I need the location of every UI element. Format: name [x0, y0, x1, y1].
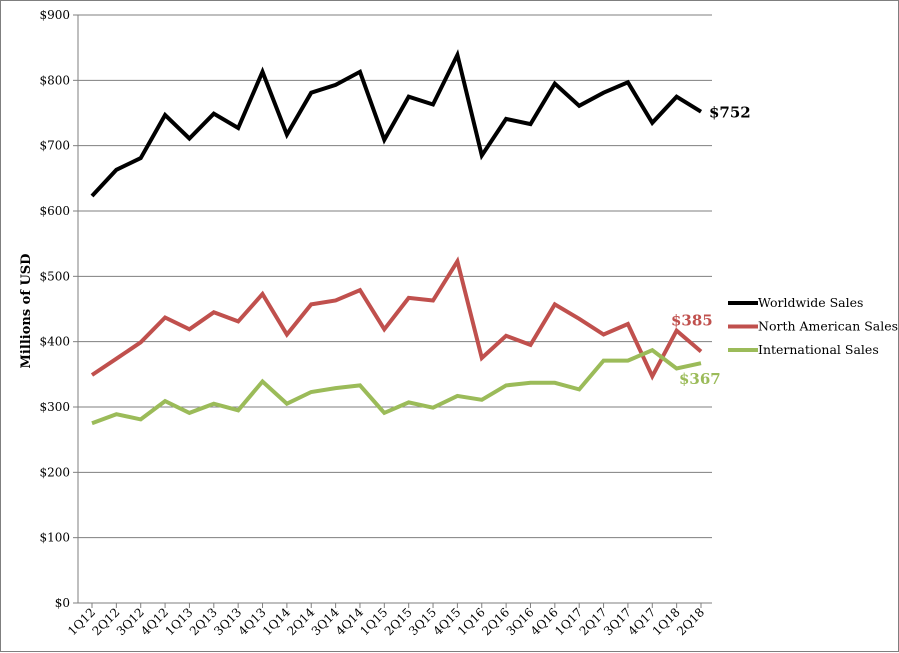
y-tick-label: $700 [39, 139, 70, 153]
x-axis: 1Q122Q123Q124Q121Q132Q133Q134Q131Q142Q14… [65, 603, 707, 638]
y-tick-label: $800 [39, 73, 70, 87]
series-line-2 [91, 347, 702, 426]
legend-entry: Worldwide Sales [758, 295, 863, 310]
end-value-label: $385 [671, 311, 713, 329]
y-tick-label: $500 [39, 269, 70, 283]
y-tick-label: $100 [39, 531, 70, 545]
end-value-label: $752 [709, 104, 751, 122]
legend-entry: North American Sales [758, 319, 898, 334]
y-tick-label: $900 [39, 8, 70, 22]
series-lines [90, 49, 703, 426]
y-axis: $0 $100 $200 $300 $400 $500 $600 $700 $800 $900 [39, 8, 79, 610]
y-tick-label: $600 [39, 204, 70, 218]
x-tick-label: 2Q18 [674, 605, 707, 638]
y-axis-label: Millions of USD [19, 254, 34, 369]
series-line-1 [90, 256, 703, 381]
legend: Worldwide Sales North American Sales Inter… [728, 295, 898, 357]
end-value-label: $367 [679, 370, 721, 388]
end-labels: $752 $385 $367 [671, 104, 751, 389]
legend-entry: International Sales [758, 342, 879, 357]
y-tick-label: $0 [55, 596, 70, 610]
y-tick-label: $300 [39, 400, 70, 414]
y-tick-label: $200 [39, 465, 70, 479]
y-tick-label: $400 [39, 335, 70, 349]
series-line-0 [90, 49, 703, 198]
gridlines [78, 14, 712, 604]
